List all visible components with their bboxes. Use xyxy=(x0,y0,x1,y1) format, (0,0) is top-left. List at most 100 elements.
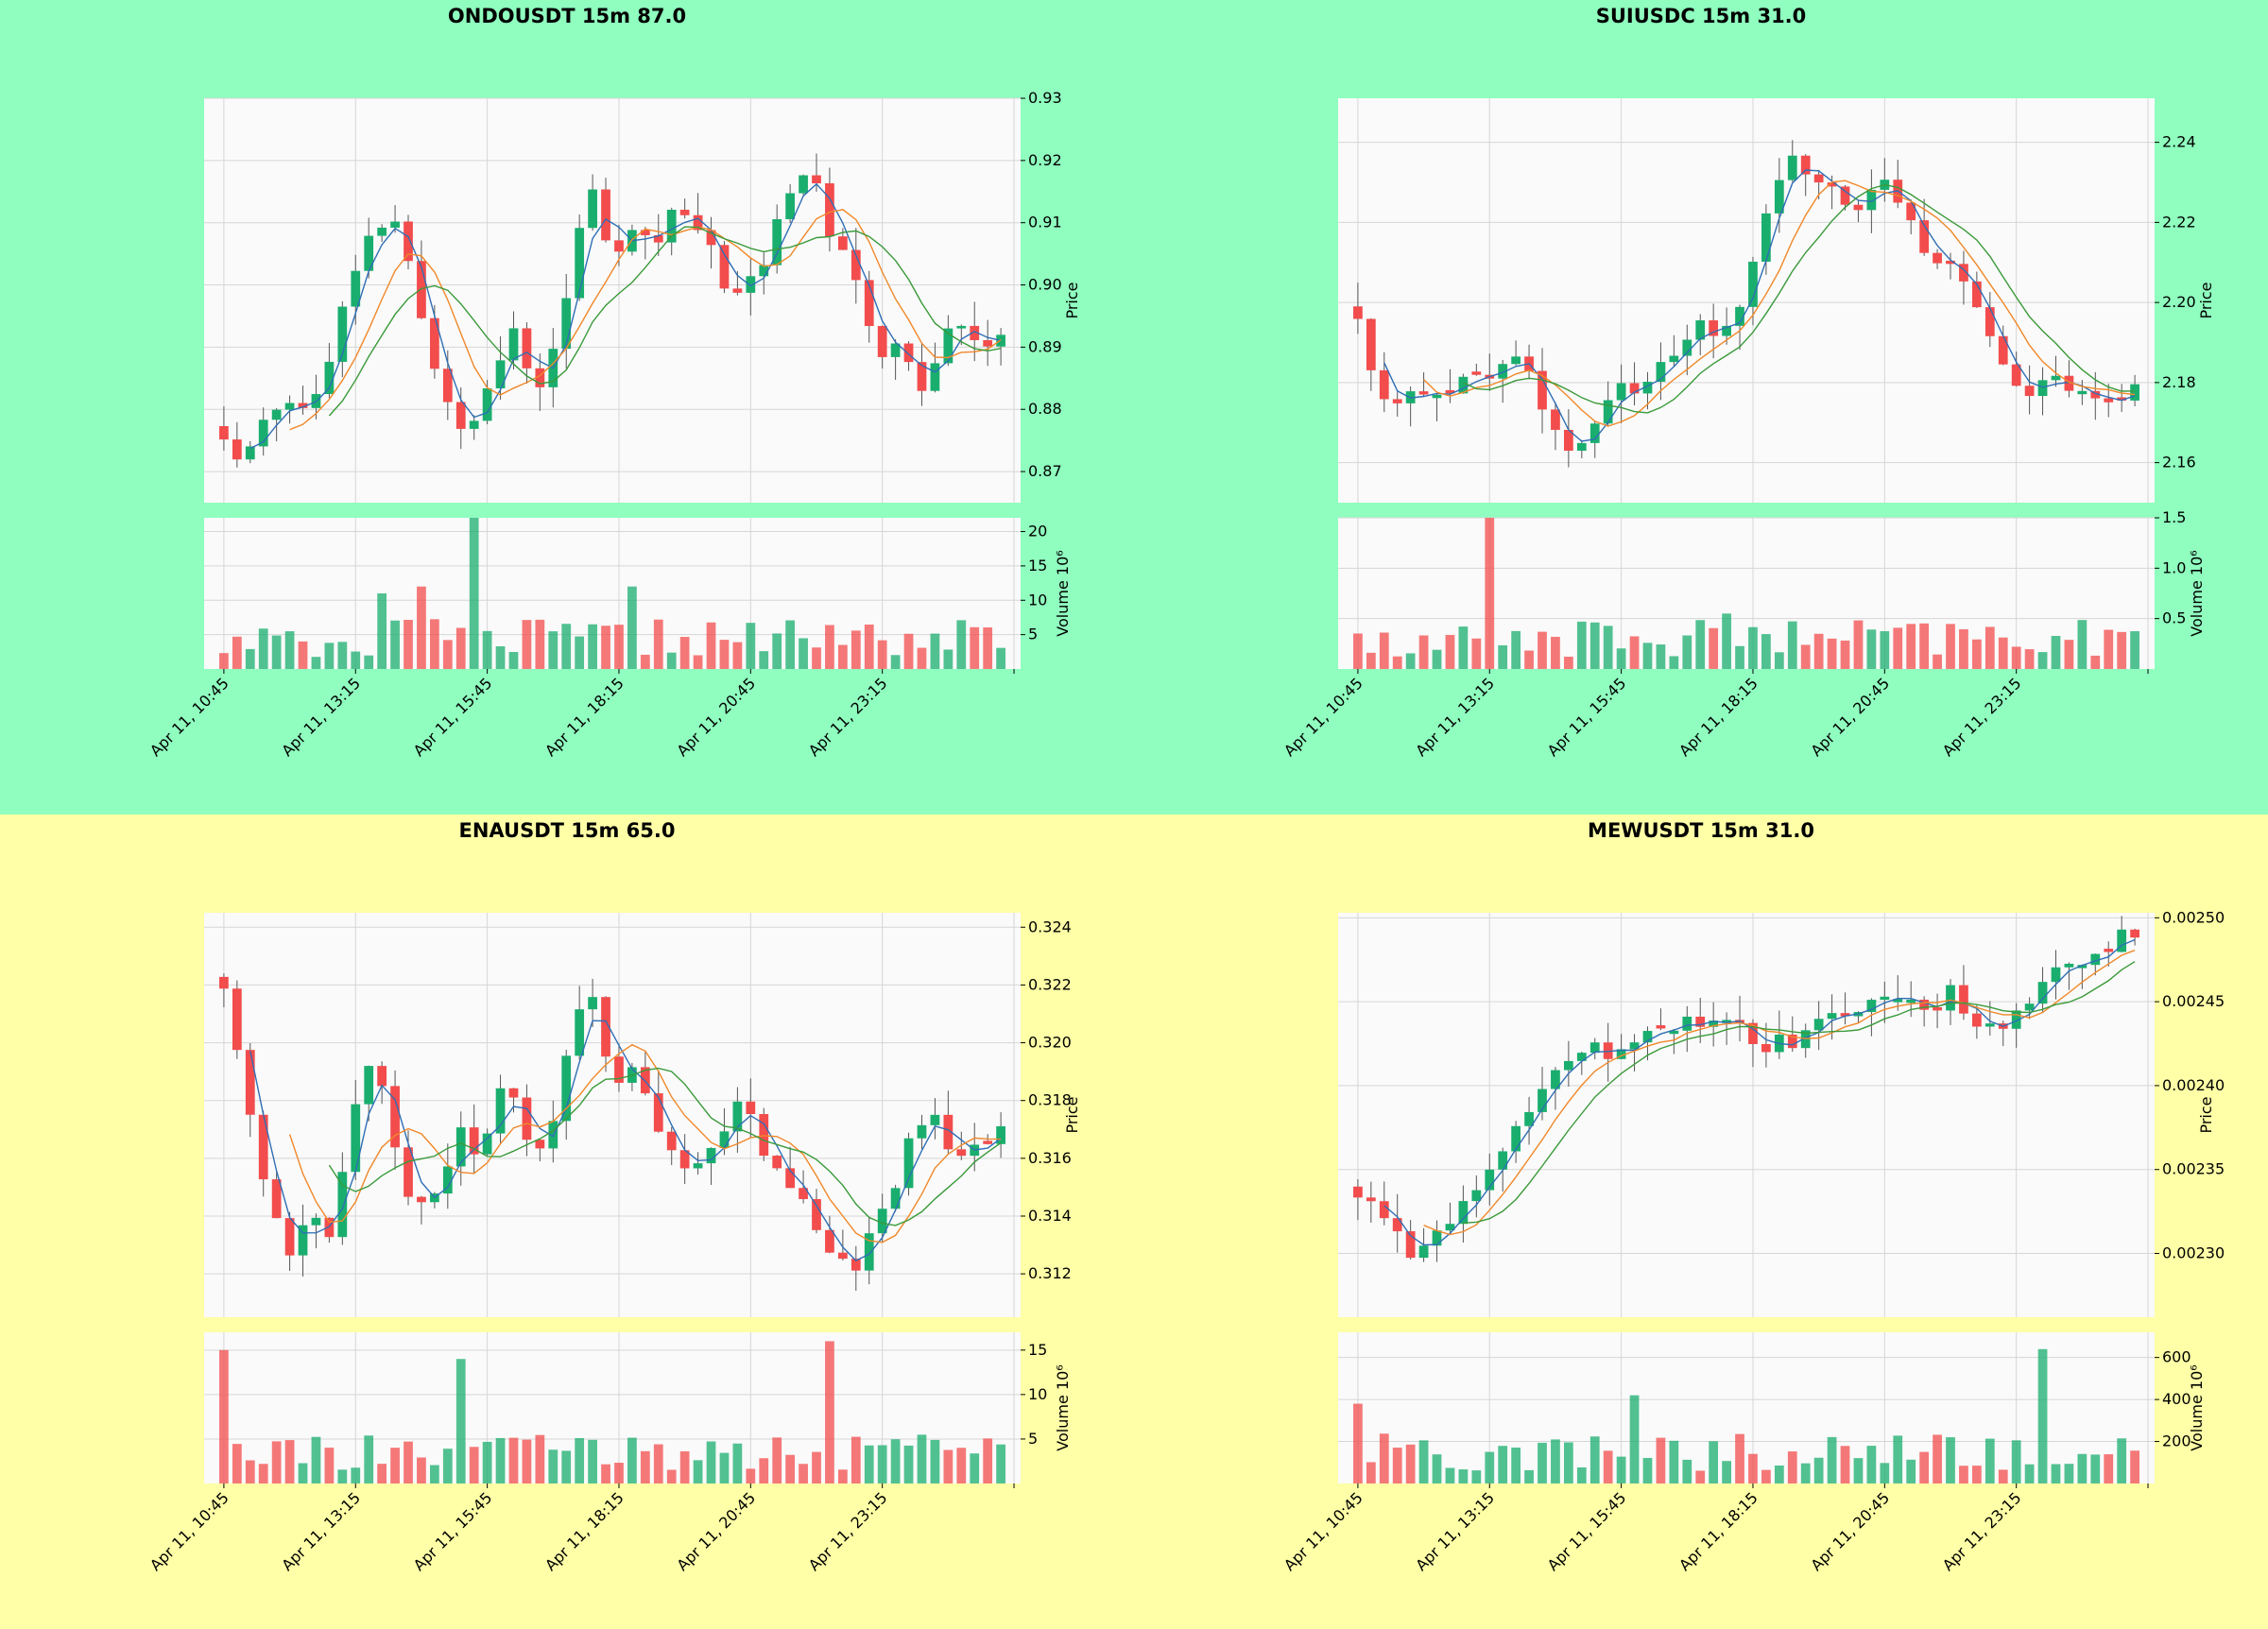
price-tick-label: 0.87 xyxy=(1028,462,1062,480)
candle-body xyxy=(495,1088,506,1134)
volume-bar xyxy=(2077,1453,2088,1483)
candle-body xyxy=(1576,442,1587,452)
candle-body xyxy=(1880,996,1890,1001)
candle-body xyxy=(917,362,927,391)
volume-bar xyxy=(1748,1453,1758,1483)
volume-bar xyxy=(1603,1450,1613,1483)
volume-bar xyxy=(337,642,348,669)
volume-bar xyxy=(693,655,703,669)
candle-body xyxy=(903,343,914,363)
candle-body xyxy=(324,361,335,395)
volume-bar xyxy=(890,1439,901,1483)
candle-body xyxy=(535,1140,545,1149)
volume-bar xyxy=(1866,1446,1877,1483)
price-tick-label: 0.316 xyxy=(1028,1149,1072,1167)
candle-body xyxy=(2104,398,2114,403)
candle-body xyxy=(2051,967,2061,983)
volume-bar xyxy=(2024,1464,2035,1483)
candle-body xyxy=(1642,382,1653,394)
candle-body xyxy=(337,1172,348,1238)
volume-bar xyxy=(1827,638,1837,669)
candle-body xyxy=(2064,963,2074,968)
volume-bar xyxy=(1405,1444,1416,1483)
candle-body xyxy=(2037,380,2048,397)
volume-bar xyxy=(850,630,861,669)
chart-panel-ondousdt: ONDOUSDT 15m 87.0 0.87 0.88 0.89 0.90 0.91 0.9… xyxy=(0,0,1134,814)
candle-body xyxy=(1761,213,1771,262)
candle-body xyxy=(1984,307,1995,336)
price-tick-label: 0.00235 xyxy=(2162,1160,2225,1178)
volume-bar xyxy=(1919,1451,1930,1483)
volume-bar xyxy=(258,628,268,669)
volume-tick-label: 5 xyxy=(1028,626,1038,643)
candle-body xyxy=(693,214,703,231)
volume-bar xyxy=(1616,1456,1626,1483)
candle-body xyxy=(1735,306,1744,326)
volume-bar xyxy=(1774,1465,1784,1483)
volume-bar xyxy=(1984,1438,1995,1483)
volume-bar xyxy=(442,1449,453,1483)
candle-body xyxy=(1392,399,1402,403)
candle-body xyxy=(706,1147,716,1164)
volume-bar xyxy=(1576,621,1587,669)
candle-body xyxy=(2117,397,2127,401)
candle-body xyxy=(390,1086,400,1148)
candle-body xyxy=(640,230,650,235)
candle-body xyxy=(2077,965,2088,969)
candle-body xyxy=(1458,1201,1469,1225)
price-tick-label: 0.318 xyxy=(1028,1091,1072,1109)
chart-panel-suiusdc: SUIUSDC 15m 31.0 2.16 2.18 2.20 2.22 2.24 0.5 1… xyxy=(1134,0,2268,814)
volume-tick-label: 1.5 xyxy=(2162,508,2186,526)
candle-body xyxy=(1656,1025,1666,1029)
volume-plot-area xyxy=(1338,1332,2155,1483)
candle-body xyxy=(732,1101,743,1132)
volume-bar xyxy=(1669,1440,1679,1483)
volume-bar xyxy=(2104,1454,2114,1483)
candle-body xyxy=(364,235,374,271)
candle-body xyxy=(877,1209,887,1234)
candle-body xyxy=(917,1124,927,1139)
volume-bar xyxy=(1392,656,1402,669)
candle-body xyxy=(970,325,980,340)
volume-bar xyxy=(983,1438,993,1483)
candle-body xyxy=(877,325,887,357)
candle-body xyxy=(2064,375,2074,391)
volume-bar xyxy=(1563,1442,1573,1483)
price-tick-label: 0.88 xyxy=(1028,400,1062,418)
candle-body xyxy=(850,1259,861,1271)
moving-average-line xyxy=(1463,183,2136,414)
volume-bar xyxy=(2051,636,2061,669)
candle-body xyxy=(785,193,796,219)
volume-bar xyxy=(679,637,690,669)
candle-body xyxy=(1933,252,1942,264)
candle-body xyxy=(666,209,677,243)
volume-bar xyxy=(298,1463,308,1483)
volume-bar xyxy=(1682,635,1692,669)
volume-axis-label: Volume 10⁶ xyxy=(1054,1364,1072,1450)
candle-body xyxy=(1709,1020,1719,1027)
candle-body xyxy=(746,1101,756,1115)
candle-body xyxy=(930,363,940,391)
candle-body xyxy=(1642,1031,1653,1043)
candle-body xyxy=(1432,1230,1442,1246)
volume-bar xyxy=(1998,637,2008,669)
volume-bar xyxy=(2011,1440,2021,1483)
candle-body xyxy=(1498,1151,1508,1170)
volume-tick-label: 10 xyxy=(1028,1385,1047,1403)
volume-axis-label: Volume 10⁶ xyxy=(2188,550,2206,636)
candle-body xyxy=(666,1131,677,1151)
candle-body xyxy=(956,325,967,329)
candle-body xyxy=(1445,389,1455,394)
candle-body xyxy=(1906,999,1916,1003)
volume-bar xyxy=(732,1443,743,1483)
candle-body xyxy=(1682,339,1692,356)
volume-bar xyxy=(864,624,874,669)
candle-body xyxy=(1946,260,1955,265)
candle-body xyxy=(706,230,716,246)
volume-bar xyxy=(970,1453,980,1483)
volume-bar xyxy=(1366,1462,1376,1483)
candle-body xyxy=(1551,409,1560,430)
volume-bar xyxy=(850,1436,861,1483)
candle-body xyxy=(1906,202,1916,221)
candle-body xyxy=(1418,391,1429,395)
